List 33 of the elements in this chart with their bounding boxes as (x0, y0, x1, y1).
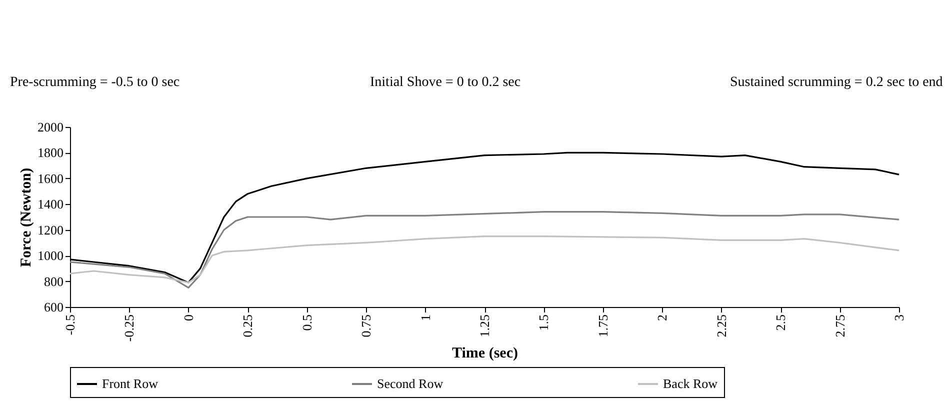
x-tick-label: 2 (654, 314, 670, 321)
text: Pre-scrumming = -0.5 to 0 sec (10, 75, 180, 90)
x-axis-title: Time (sec) (452, 346, 518, 362)
x-tick-label: 0.5 (299, 314, 314, 331)
x-tick-label: -0.25 (122, 314, 137, 342)
x-tick-label: 2.25 (714, 314, 729, 338)
y-tick-label: 800 (44, 274, 64, 289)
x-tick-label: -0.5 (62, 314, 78, 336)
text: Initial Shove = 0 to 0.2 sec (370, 75, 521, 90)
y-tick-label: 1400 (38, 196, 64, 212)
y-tick-label: 2000 (38, 120, 64, 134)
line-series (69, 211, 900, 289)
x-tick-label: 1.5 (536, 314, 552, 331)
legend-label: Front Row (102, 376, 159, 391)
x-tick-label: 1 (418, 314, 433, 321)
y-tick-label: 1000 (38, 248, 64, 264)
legend-label: Back Row (663, 376, 718, 391)
x-tick-label: 2.5 (773, 314, 788, 331)
y-tick-label: 1800 (38, 145, 64, 160)
x-tick-label: 0 (180, 314, 196, 321)
y-tick-label: 600 (44, 300, 64, 314)
x-tick-label: 0.75 (358, 314, 374, 338)
x-tick-label: 1.75 (595, 314, 610, 338)
legend-label: Second Row (377, 376, 444, 391)
line-series (69, 235, 900, 284)
text: Sustained scrumming = 0.2 sec to end (730, 75, 943, 90)
y-tick-label: 1600 (38, 170, 64, 186)
x-tick-label: 1.25 (477, 314, 492, 338)
x-tick-label: 3 (892, 314, 906, 321)
x-tick-label: 2.75 (832, 314, 848, 338)
y-axis-title: Force (Newton) (18, 168, 34, 268)
y-tick-label: 1200 (38, 222, 64, 238)
x-tick-label: 0.25 (240, 314, 256, 338)
